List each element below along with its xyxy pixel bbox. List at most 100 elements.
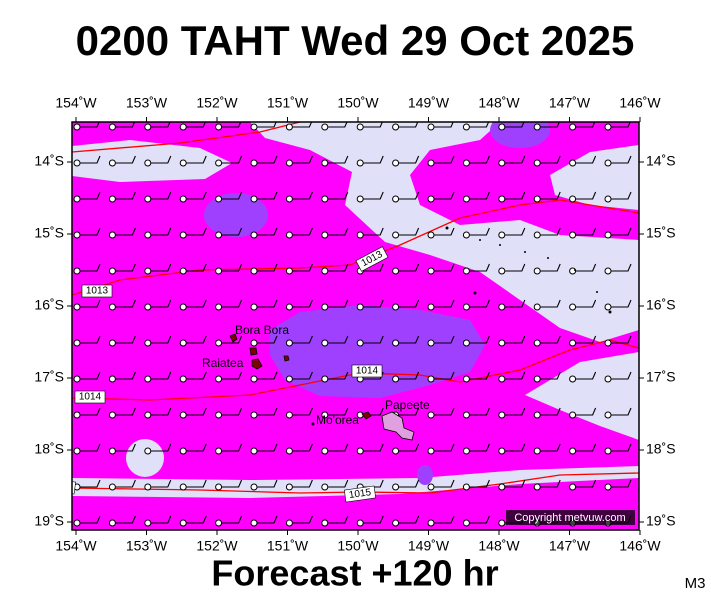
wind-barb xyxy=(112,515,136,524)
longitude-label: 153˚W xyxy=(126,538,168,554)
atoll xyxy=(574,269,576,271)
station-circle xyxy=(498,483,506,491)
isobar-value: 1013 xyxy=(86,286,109,297)
wind-barb xyxy=(147,407,172,416)
longitude-label: 147˚W xyxy=(549,538,591,554)
wind-barb xyxy=(289,263,313,272)
station-circle xyxy=(498,519,506,527)
latitude-label: 14˚S xyxy=(646,153,676,169)
wind-barb xyxy=(324,407,349,416)
station-circle xyxy=(73,123,81,131)
station-circle xyxy=(569,303,577,311)
station-circle xyxy=(144,267,152,275)
atolls xyxy=(311,226,612,426)
station-circle xyxy=(604,375,612,383)
wind-barb xyxy=(608,479,632,488)
station-circle xyxy=(285,159,293,167)
wind-barb xyxy=(395,407,420,416)
latitude-label: 16˚S xyxy=(34,297,64,313)
wind-barb xyxy=(572,263,597,272)
wind-barb xyxy=(218,299,243,308)
wind-barb xyxy=(218,335,243,344)
wind-barb xyxy=(289,371,313,380)
station-circle xyxy=(533,195,541,203)
wind-barb xyxy=(147,515,172,524)
station-circle xyxy=(604,483,612,491)
area xyxy=(250,122,639,342)
station-circle xyxy=(179,123,187,131)
station-circle xyxy=(604,411,612,419)
wind-barb xyxy=(218,515,243,524)
wind-barb xyxy=(466,479,490,488)
place-label: Raiatea xyxy=(202,356,244,370)
wind-barb xyxy=(501,299,526,308)
station-circle xyxy=(144,483,152,491)
wind-barb xyxy=(431,263,455,272)
wind-barb xyxy=(466,263,490,272)
isobars xyxy=(72,122,639,494)
wind-barb xyxy=(466,443,490,452)
wind-barb xyxy=(324,443,349,452)
station-circle xyxy=(250,483,258,491)
wind-barb xyxy=(289,443,313,452)
wind-barb xyxy=(395,263,420,272)
station-circle xyxy=(179,411,187,419)
wind-barb xyxy=(643,408,666,415)
longitude-label: 154˚W xyxy=(55,538,97,554)
wind-barb xyxy=(431,407,455,416)
area xyxy=(550,145,639,210)
wind-barb xyxy=(254,299,278,308)
wind-barb xyxy=(395,299,420,308)
wind-barb xyxy=(218,371,243,380)
islands xyxy=(229,333,415,441)
wind-barb xyxy=(183,443,207,452)
station-circle xyxy=(215,339,223,347)
station-circle xyxy=(427,159,435,167)
wind-barb xyxy=(572,299,597,308)
atoll xyxy=(473,291,477,295)
isobar-value: 1014 xyxy=(356,366,379,377)
wind-barb xyxy=(112,191,136,200)
station-circle xyxy=(144,339,152,347)
wind-barb xyxy=(183,515,207,524)
station-circle xyxy=(462,375,470,383)
station-circle xyxy=(569,411,577,419)
wind-barb xyxy=(77,371,101,380)
station-circle xyxy=(498,375,506,383)
wind-barb xyxy=(501,227,526,236)
wind-barb xyxy=(77,479,101,488)
station-circle xyxy=(356,303,364,311)
wind-barb xyxy=(608,335,632,344)
wind-barb xyxy=(183,263,207,272)
station-circle xyxy=(73,447,81,455)
place-label: Papeete xyxy=(385,398,430,412)
station-circle xyxy=(462,267,470,275)
station-circle xyxy=(604,447,612,455)
wind-barb xyxy=(183,155,207,164)
station-circle xyxy=(179,447,187,455)
island xyxy=(381,411,415,441)
longitude-label: 147˚W xyxy=(549,95,591,111)
station-circle xyxy=(215,375,223,383)
wind-barb xyxy=(254,479,278,488)
wind-barb xyxy=(289,227,313,236)
station-circle xyxy=(569,195,577,203)
station-circle xyxy=(498,339,506,347)
island xyxy=(249,347,258,356)
station-circle xyxy=(427,267,435,275)
copyright-box xyxy=(506,510,635,525)
wind-barb xyxy=(395,443,420,452)
station-circle xyxy=(533,303,541,311)
station-circle xyxy=(108,483,116,491)
wind-barb xyxy=(431,299,455,308)
wind-barb xyxy=(466,227,490,236)
station-circle xyxy=(427,195,435,203)
station-circle xyxy=(108,231,116,239)
latitude-label: 14˚S xyxy=(34,153,64,169)
wind-barb xyxy=(501,263,526,272)
wind-barb xyxy=(254,155,278,164)
wind-barb xyxy=(431,479,455,488)
station-circle xyxy=(73,267,81,275)
station-circle xyxy=(285,447,293,455)
atoll xyxy=(479,239,481,241)
